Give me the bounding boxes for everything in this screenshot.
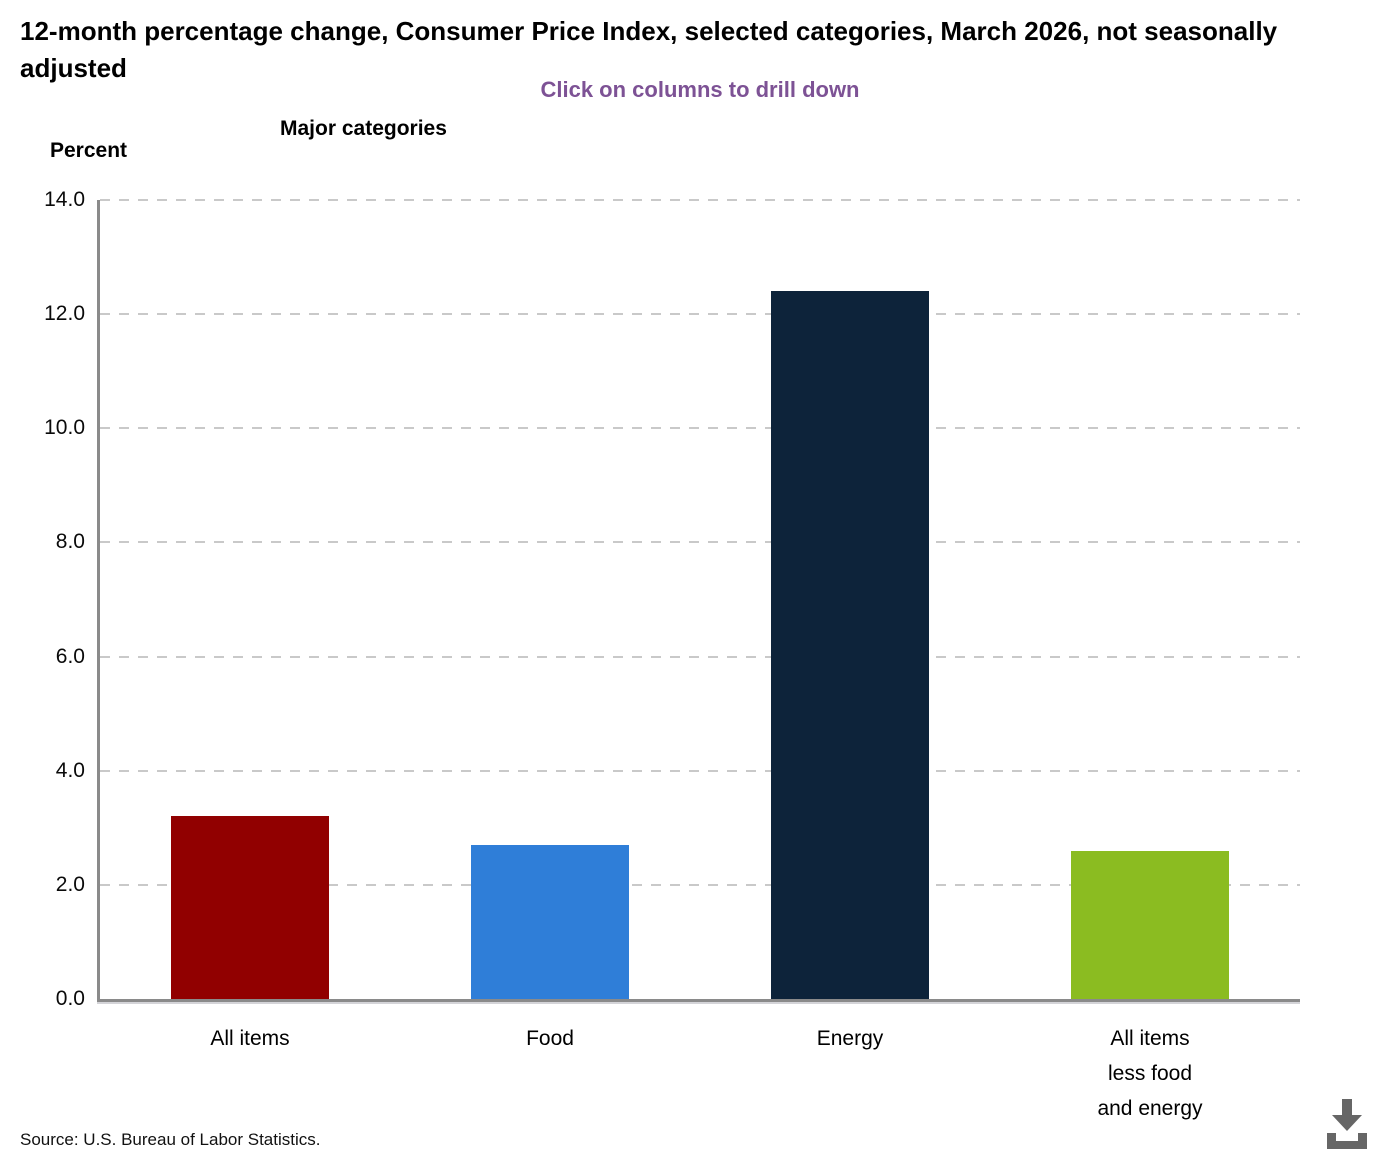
drilldown-hint: Click on columns to drill down bbox=[540, 77, 860, 102]
gridline-10 bbox=[100, 427, 1300, 430]
y-tick-label: 6.0 bbox=[55, 644, 85, 668]
y-axis-line bbox=[97, 200, 100, 1002]
bar-all-items[interactable] bbox=[171, 816, 329, 999]
x-label: Energy bbox=[816, 1027, 884, 1050]
x-label: Food bbox=[526, 1027, 574, 1050]
y-tick-label: 0.0 bbox=[55, 987, 85, 1010]
x-label: All items less food and energy bbox=[1097, 1027, 1203, 1120]
bar-all-items-less-food-and-energy[interactable] bbox=[1071, 850, 1229, 999]
y-tick-label: 12.0 bbox=[44, 302, 85, 326]
gridline-8 bbox=[100, 541, 1300, 544]
y-tick-label: 14.0 bbox=[44, 188, 85, 211]
gridline-2 bbox=[100, 883, 1300, 886]
y-tick-label: 4.0 bbox=[55, 758, 85, 782]
plot-area bbox=[97, 199, 1300, 1002]
download-arrow-stem bbox=[1342, 1099, 1352, 1115]
bar-energy[interactable] bbox=[771, 291, 929, 999]
gridline-6 bbox=[100, 655, 1300, 658]
x-axis-category-labels: All items Food Energy All items less food a… bbox=[100, 1021, 1300, 1141]
y-tick-label: 10.0 bbox=[44, 416, 85, 440]
gridline-14 bbox=[100, 199, 1300, 201]
gridline-12 bbox=[100, 313, 1300, 316]
download-tray bbox=[1327, 1133, 1367, 1149]
download-icon[interactable] bbox=[1322, 1096, 1372, 1150]
y-tick-label: 8.0 bbox=[55, 530, 85, 554]
y-axis-tick-labels: 14.0 12.0 10.0 8.0 6.0 4.0 2.0 0.0 bbox=[0, 188, 85, 1010]
axis-title-major-categories: Major categories bbox=[280, 117, 447, 140]
bar-food[interactable] bbox=[471, 844, 629, 999]
gridline-4 bbox=[100, 769, 1300, 772]
y-axis-title-percent: Percent bbox=[50, 139, 128, 162]
x-label: All items bbox=[210, 1027, 290, 1050]
source-note: Source: U.S. Bureau of Labor Statistics. bbox=[20, 1130, 321, 1149]
download-arrow-head bbox=[1332, 1115, 1362, 1131]
y-tick-label: 2.0 bbox=[55, 872, 85, 896]
x-axis-line bbox=[97, 999, 1300, 1002]
chart-title: 12-month percentage change, Consumer Pri… bbox=[20, 16, 1278, 83]
